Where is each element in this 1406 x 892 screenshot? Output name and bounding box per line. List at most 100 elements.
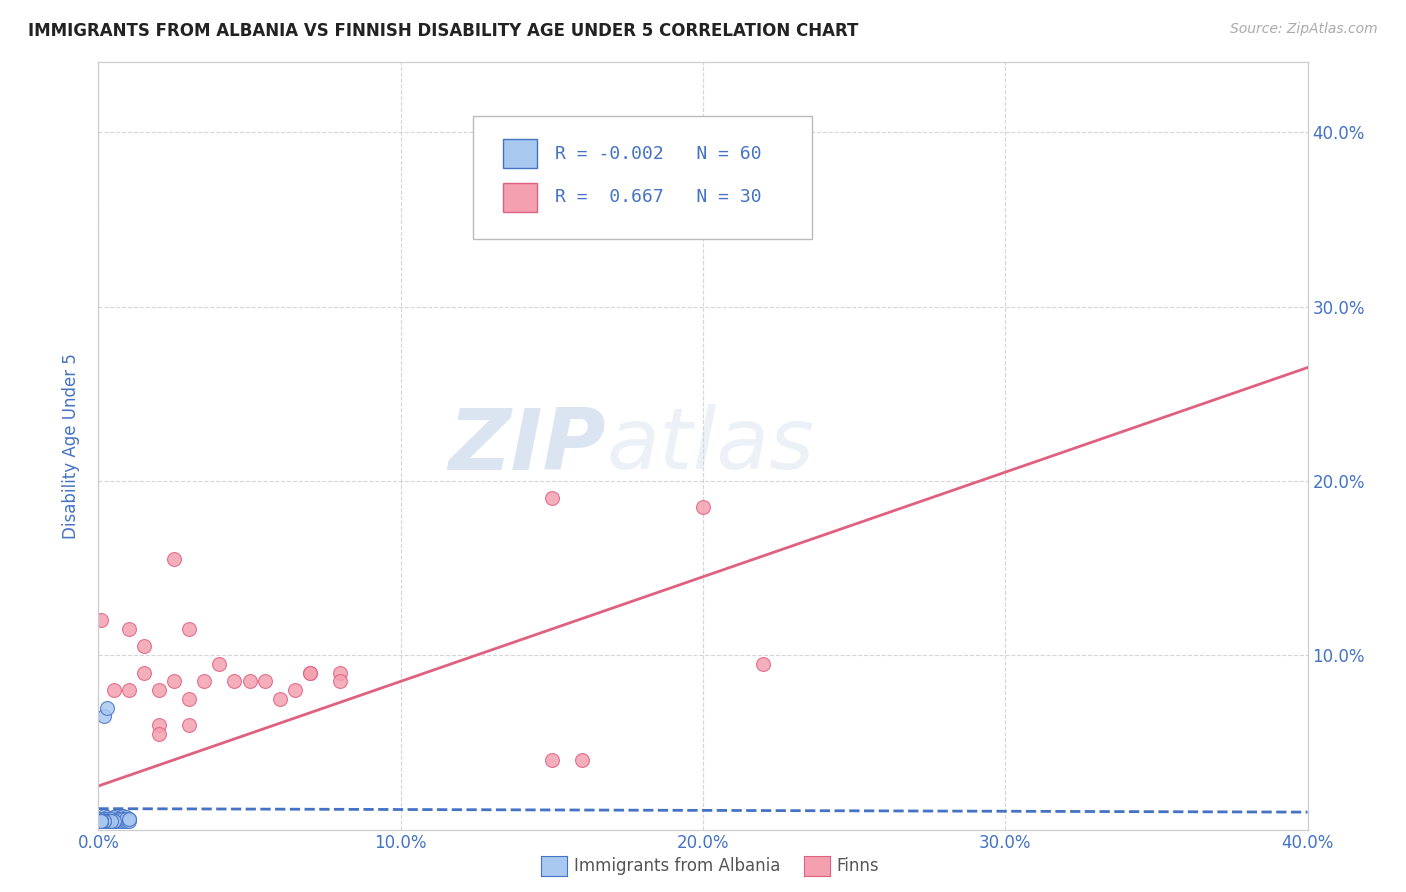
Point: [93, 814, 115, 828]
Point: [284, 683, 307, 698]
Point: [93, 814, 115, 828]
Point: [118, 812, 141, 826]
Point: [114, 810, 136, 824]
Point: [103, 683, 125, 698]
Point: [96, 814, 118, 828]
Point: [103, 810, 125, 824]
Point: [118, 622, 141, 636]
Point: [111, 808, 134, 822]
Point: [90, 812, 112, 826]
Point: [224, 674, 246, 689]
Text: IMMIGRANTS FROM ALBANIA VS FINNISH DISABILITY AGE UNDER 5 CORRELATION CHART: IMMIGRANTS FROM ALBANIA VS FINNISH DISAB…: [28, 22, 859, 40]
Point: [93, 812, 115, 826]
Point: [93, 814, 115, 828]
FancyBboxPatch shape: [503, 183, 537, 212]
Text: Source: ZipAtlas.com: Source: ZipAtlas.com: [1230, 22, 1378, 37]
Point: [93, 814, 115, 828]
Point: [93, 808, 115, 822]
Point: [103, 812, 125, 826]
Point: [118, 812, 141, 826]
Point: [96, 814, 118, 828]
Point: [90, 814, 112, 828]
Point: [111, 812, 134, 826]
Point: [96, 812, 118, 826]
Text: Finns: Finns: [837, 857, 879, 875]
Point: [179, 691, 201, 706]
Point: [269, 691, 291, 706]
Point: [96, 814, 118, 828]
Point: [299, 665, 322, 680]
Point: [148, 726, 170, 740]
Point: [90, 814, 112, 828]
Point: [93, 814, 115, 828]
Point: [93, 814, 115, 828]
Point: [111, 814, 134, 828]
Point: [118, 814, 141, 828]
Point: [100, 812, 122, 826]
Point: [114, 814, 136, 828]
Point: [752, 657, 775, 671]
Point: [105, 812, 128, 826]
Point: [90, 814, 112, 828]
FancyBboxPatch shape: [503, 139, 537, 169]
Point: [100, 814, 122, 828]
Point: [96, 700, 118, 714]
Point: [103, 814, 125, 828]
Point: [148, 683, 170, 698]
Point: [329, 674, 352, 689]
FancyBboxPatch shape: [474, 116, 811, 239]
Point: [90, 814, 112, 828]
Point: [100, 812, 122, 826]
Point: [193, 674, 215, 689]
Point: [96, 814, 118, 828]
Point: [540, 753, 562, 767]
Text: ZIP: ZIP: [449, 404, 606, 488]
Y-axis label: Disability Age Under 5: Disability Age Under 5: [62, 353, 80, 539]
Point: [93, 814, 115, 828]
Point: [90, 814, 112, 828]
Point: [253, 674, 276, 689]
Point: [105, 814, 128, 828]
Point: [118, 683, 141, 698]
Point: [299, 665, 322, 680]
Point: [100, 812, 122, 826]
Point: [329, 665, 352, 680]
Point: [108, 814, 131, 828]
Point: [108, 812, 131, 826]
Point: [100, 814, 122, 828]
Point: [90, 814, 112, 828]
Point: [103, 810, 125, 824]
Point: [90, 814, 112, 828]
Point: [692, 500, 714, 514]
Point: [571, 753, 593, 767]
Point: [239, 674, 262, 689]
Point: [114, 812, 136, 826]
Point: [108, 810, 131, 824]
Point: [132, 665, 155, 680]
Text: R =  0.667   N = 30: R = 0.667 N = 30: [555, 188, 762, 206]
Point: [90, 613, 112, 627]
Point: [148, 718, 170, 732]
Point: [90, 814, 112, 828]
Point: [163, 552, 186, 566]
Point: [103, 814, 125, 828]
Point: [208, 657, 231, 671]
Point: [96, 810, 118, 824]
Point: [90, 814, 112, 828]
Point: [100, 814, 122, 828]
Point: [90, 814, 112, 828]
Text: atlas: atlas: [606, 404, 814, 488]
Point: [90, 814, 112, 828]
Point: [90, 814, 112, 828]
Point: [93, 709, 115, 723]
Point: [163, 674, 186, 689]
Point: [90, 814, 112, 828]
Point: [132, 640, 155, 654]
Point: [90, 814, 112, 828]
Point: [90, 814, 112, 828]
Point: [179, 718, 201, 732]
Point: [179, 622, 201, 636]
Text: R = -0.002   N = 60: R = -0.002 N = 60: [555, 145, 762, 162]
Point: [540, 491, 562, 506]
Text: Immigrants from Albania: Immigrants from Albania: [574, 857, 780, 875]
